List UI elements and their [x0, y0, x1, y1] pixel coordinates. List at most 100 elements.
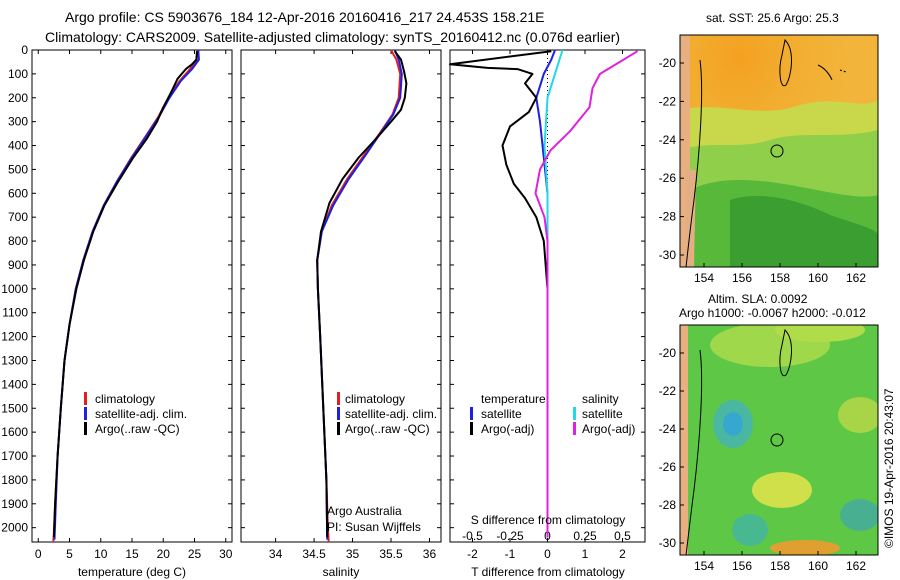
- depth-tick-label: 1900: [1, 497, 28, 511]
- s-tick-label: -0.5: [462, 529, 483, 543]
- map-lon-label: 158: [770, 271, 790, 285]
- x-tick-label: 0: [544, 547, 551, 561]
- sst-map-frame: [679, 34, 879, 268]
- t-difference-xlabel: T difference from climatology: [471, 565, 625, 579]
- map-lon-label: 154: [694, 271, 714, 285]
- depth-tick-label: 900: [8, 258, 28, 272]
- x-tick-label: 30: [219, 547, 233, 561]
- depth-tick-label: 1800: [1, 473, 28, 487]
- map-lat-label: -28: [659, 498, 677, 512]
- series-line-argo-raw-qc-: [316, 50, 408, 538]
- depth-tick-label: 1200: [1, 330, 28, 344]
- map-lat-label: -20: [659, 56, 677, 70]
- x-tick-label: 36: [423, 547, 437, 561]
- credit-line2: PI: Susan Wijffels: [327, 520, 421, 534]
- map-lon-label: 156: [732, 559, 752, 573]
- s-difference-xlabel: S difference from climatology: [471, 513, 626, 527]
- x-tick-label: 2: [619, 547, 626, 561]
- map-lat-label: -28: [659, 210, 677, 224]
- legend-swatch-s-argo: [573, 422, 576, 435]
- depth-tick-label: 200: [8, 91, 28, 105]
- series-line-salinity-argo-adj-: [534, 50, 639, 538]
- map-lon-label: 162: [846, 559, 866, 573]
- x-tick-label: 1: [582, 547, 589, 561]
- map-lat-label: -24: [659, 422, 677, 436]
- legend-label: satellite-adj. clim.: [95, 407, 187, 421]
- temperature-xlabel: temperature (deg C): [78, 565, 186, 579]
- sla-map-frame: [679, 324, 879, 556]
- s-tick-label: 0.5: [614, 529, 631, 543]
- legend-label: climatology: [345, 392, 405, 406]
- s-tick-label: -0.25: [496, 529, 524, 543]
- x-tick-label: 20: [157, 547, 171, 561]
- depth-tick-label: 2000: [1, 521, 28, 535]
- legend-swatch-climatology: [84, 392, 87, 405]
- sst-map-title: sat. SST: 25.6 Argo: 25.3: [706, 11, 839, 25]
- map-lat-label: -22: [659, 94, 677, 108]
- x-tick-label: 34: [269, 547, 283, 561]
- temperature-legend: climatology satellite-adj. clim. Argo(..…: [84, 392, 187, 436]
- map-lat-label: -26: [659, 460, 677, 474]
- depth-axis: 0 100 200 300 400 500 600 700 800 900 1000 1100 1200…: [1, 43, 645, 535]
- salinity-axes: [240, 49, 442, 543]
- x-tick-label: -1: [505, 547, 516, 561]
- map-lat-label: -30: [659, 248, 677, 262]
- map-lat-label: -30: [659, 536, 677, 550]
- sst-map-image: [680, 35, 878, 267]
- map-lon-label: 156: [732, 271, 752, 285]
- map-lat-label: -24: [659, 133, 677, 147]
- sla-map-title2: Argo h1000: -0.0067 h2000: -0.012: [679, 306, 866, 320]
- salinity-xlabel: salinity: [323, 565, 360, 579]
- x-tick-label: -2: [467, 547, 478, 561]
- legend-swatch-s-satellite: [573, 407, 576, 420]
- x-tick-label: 5: [66, 547, 73, 561]
- depth-tick-label: 0: [21, 43, 28, 57]
- depth-tick-label: 600: [8, 186, 28, 200]
- sla-map-title1: Altim. SLA: 0.0092: [708, 292, 808, 306]
- x-tick-label: 0: [35, 547, 42, 561]
- legend-title-temperature: temperature: [481, 392, 546, 406]
- legend-label: Argo(-adj): [582, 422, 635, 436]
- depth-tick-label: 1600: [1, 425, 28, 439]
- map-lon-label: 162: [846, 271, 866, 285]
- header-line2: Climatology: CARS2009. Satellite-adjuste…: [45, 29, 620, 45]
- imos-stamp: ©IMOS 19-Apr-2016 20:43:07: [882, 388, 896, 548]
- s-tick-label: 0.25: [573, 529, 597, 543]
- depth-tick-label: 1700: [1, 449, 28, 463]
- legend-swatch-t-argo: [470, 422, 473, 435]
- legend-label: climatology: [95, 392, 155, 406]
- legend-label: satellite: [481, 407, 522, 421]
- sla-map-axes: -20 -22 -24 -26 -28 -30 154 156 158 160 162: [659, 346, 867, 573]
- x-tick-label: 25: [188, 547, 202, 561]
- legend-label: Argo(..raw -QC): [345, 422, 430, 436]
- map-lon-label: 160: [808, 559, 828, 573]
- depth-tick-label: 1300: [1, 353, 28, 367]
- x-tick-label: 35.5: [379, 547, 403, 561]
- legend-swatch-satellite: [337, 407, 340, 420]
- x-tick-label: 10: [94, 547, 108, 561]
- legend-swatch-argo: [337, 422, 340, 435]
- legend-label: satellite: [582, 407, 623, 421]
- map-lat-label: -20: [659, 346, 677, 360]
- depth-tick-label: 1000: [1, 282, 28, 296]
- temperature-plot: 0 5 10 15 20 25 30: [35, 49, 233, 561]
- credit-line1: Argo Australia: [327, 504, 402, 518]
- depth-tick-label: 500: [8, 162, 28, 176]
- x-tick-label: 35: [346, 547, 360, 561]
- x-tick-label: 34.5: [302, 547, 326, 561]
- map-lat-label: -22: [659, 384, 677, 398]
- depth-tick-label: 1400: [1, 377, 28, 391]
- depth-tick-label: 700: [8, 210, 28, 224]
- sla-map-image: [680, 325, 878, 555]
- difference-legend: temperature salinity satellite Argo(-adj…: [470, 392, 635, 436]
- difference-plot: -2 -1 0 1 2-0.5 -0.25 0 0.25 0.5: [449, 49, 639, 561]
- legend-swatch-t-satellite: [470, 407, 473, 420]
- sst-map-axes: -20 -22 -24 -26 -28 -30 154 156 158 160 162: [659, 56, 867, 285]
- legend-label: Argo(..raw -QC): [95, 422, 180, 436]
- legend-title-salinity: salinity: [582, 392, 619, 406]
- legend-swatch-argo: [84, 422, 87, 435]
- header-line1: Argo profile: CS 5903676_184 12-Apr-2016…: [65, 9, 545, 25]
- legend-swatch-climatology: [337, 392, 340, 405]
- x-tick-label: 15: [125, 547, 139, 561]
